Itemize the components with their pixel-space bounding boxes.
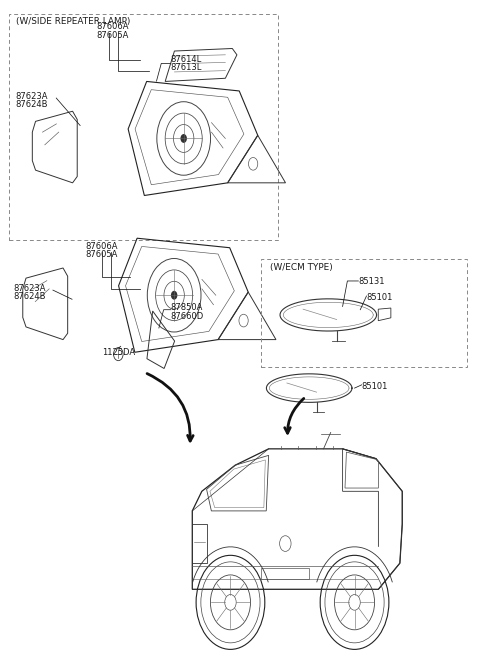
Circle shape xyxy=(171,291,178,300)
Text: 1125DA: 1125DA xyxy=(102,348,135,357)
Text: 87605A: 87605A xyxy=(85,251,117,259)
Bar xyxy=(262,259,467,367)
Text: 87614L: 87614L xyxy=(171,55,202,64)
Text: 87605A: 87605A xyxy=(97,31,129,40)
Text: (W/ECM TYPE): (W/ECM TYPE) xyxy=(270,262,333,272)
Circle shape xyxy=(180,134,187,143)
Text: 87850A: 87850A xyxy=(171,303,203,312)
Text: 85101: 85101 xyxy=(366,293,393,302)
Text: 87624B: 87624B xyxy=(16,100,48,109)
Text: 87624B: 87624B xyxy=(13,292,46,301)
Text: 87660D: 87660D xyxy=(171,312,204,321)
Text: 87623A: 87623A xyxy=(13,283,46,293)
Text: 87606A: 87606A xyxy=(97,22,129,31)
Text: 87623A: 87623A xyxy=(16,92,48,100)
Text: 87613L: 87613L xyxy=(171,64,202,72)
Text: 87606A: 87606A xyxy=(85,242,118,251)
Bar xyxy=(9,14,278,240)
Text: 85131: 85131 xyxy=(359,277,385,286)
Text: (W/SIDE REPEATER LAMP): (W/SIDE REPEATER LAMP) xyxy=(16,17,130,26)
Text: 85101: 85101 xyxy=(362,382,388,390)
